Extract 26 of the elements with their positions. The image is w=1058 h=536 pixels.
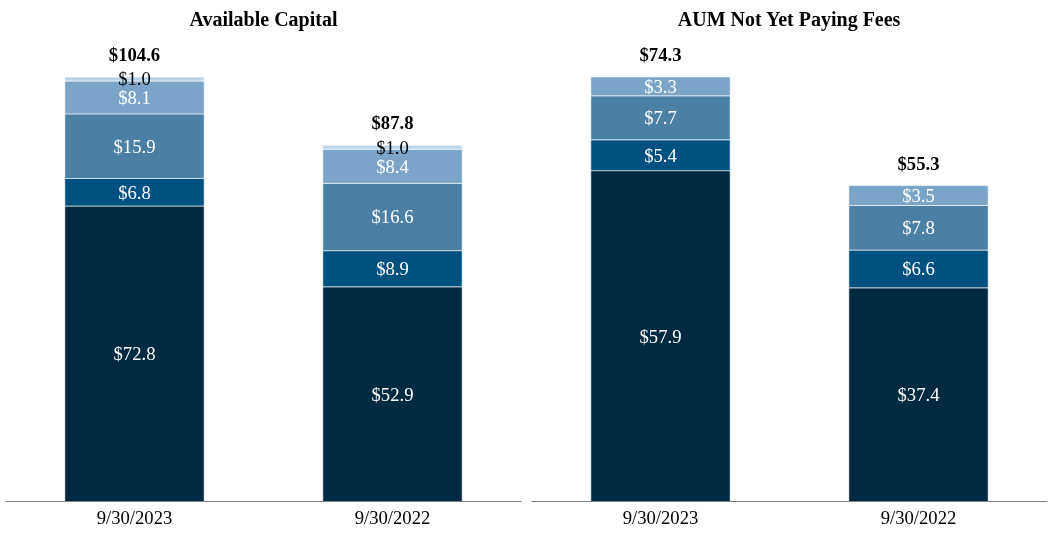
total-label: $74.3 — [639, 43, 682, 65]
data-label: $72.8 — [113, 343, 156, 365]
total-label: $104.6 — [108, 43, 161, 65]
chart-title: AUM Not Yet Paying Fees — [677, 7, 901, 31]
total-label: $87.8 — [371, 112, 414, 134]
data-label: $1.0 — [376, 136, 409, 158]
data-label: $6.8 — [118, 181, 151, 203]
data-label: $57.9 — [639, 325, 682, 347]
data-label: $15.9 — [113, 135, 156, 157]
data-label: $3.3 — [644, 75, 677, 97]
x-tick-label: 9/30/2022 — [354, 506, 431, 528]
data-label: $16.6 — [371, 206, 414, 228]
data-label: $52.9 — [371, 383, 414, 405]
data-label: $3.5 — [902, 185, 935, 207]
data-label: $5.4 — [644, 144, 678, 166]
x-tick-label: 9/30/2023 — [622, 506, 699, 528]
chart-title: Available Capital — [189, 7, 338, 31]
data-label: $8.4 — [376, 155, 410, 177]
data-label: $6.6 — [902, 258, 935, 280]
data-label: $7.7 — [644, 107, 677, 129]
x-tick-label: 9/30/2022 — [880, 506, 957, 528]
data-label: $37.4 — [897, 384, 941, 406]
total-label: $55.3 — [897, 152, 940, 174]
data-label: $8.9 — [376, 258, 409, 280]
x-tick-label: 9/30/2023 — [96, 506, 173, 528]
data-label: $7.8 — [902, 217, 935, 239]
